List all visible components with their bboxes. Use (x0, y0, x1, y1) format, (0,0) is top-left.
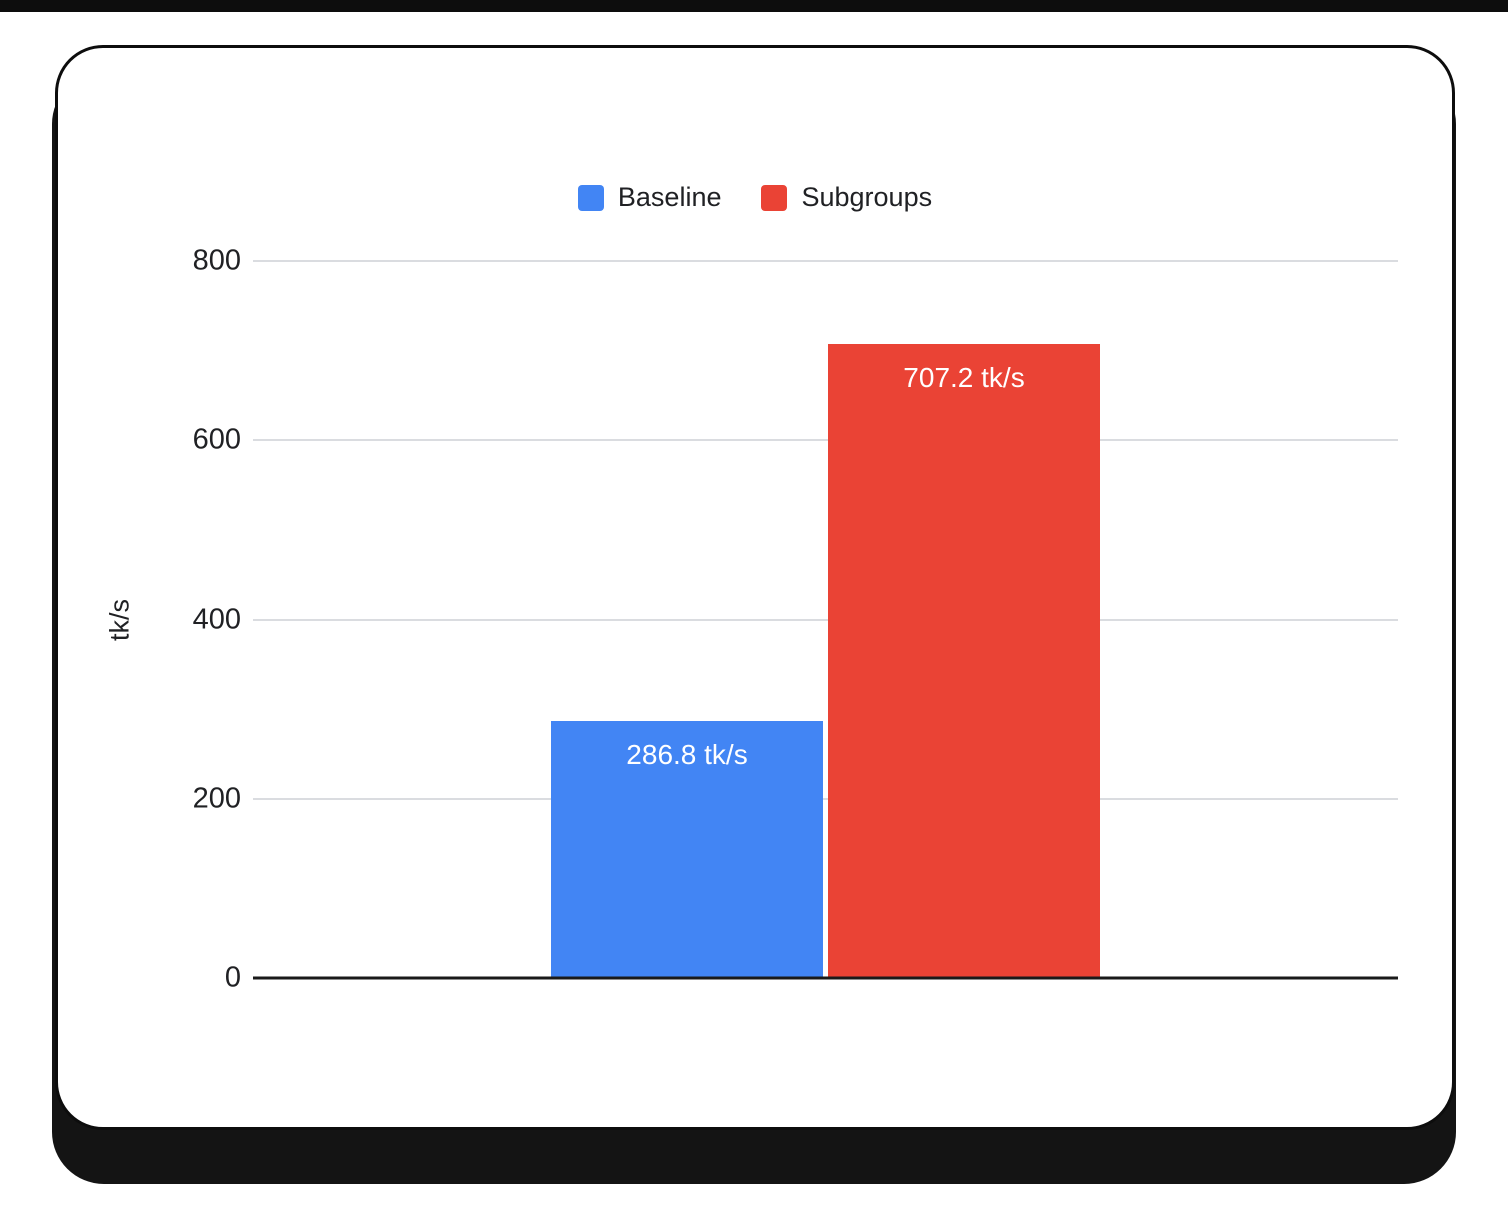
gridline (253, 439, 1398, 442)
legend-item-subgroups: Subgroups (761, 182, 932, 213)
y-tick-label: 600 (192, 423, 241, 456)
bar-value-label-baseline: 286.8 tk/s (626, 738, 748, 770)
gridlines (253, 260, 1398, 980)
gridline (253, 618, 1398, 621)
legend-label-baseline: Baseline (617, 182, 722, 212)
top-edge-bar (0, 0, 1508, 12)
baseline-swatch-icon (577, 184, 604, 211)
legend-label-subgroups: Subgroups (801, 182, 933, 212)
gridline (253, 797, 1398, 800)
gridline (253, 260, 1398, 262)
y-tick-labels: 0 200 400 600 800 (58, 246, 241, 992)
bar-baseline: 286.8 tk/s (551, 720, 823, 978)
chart-legend: Baseline Subgroups (58, 182, 1452, 213)
bar-value-label-subgroups: 707.2 tk/s (903, 362, 1025, 394)
legend-item-baseline: Baseline (577, 182, 722, 213)
y-tick-label: 800 (192, 244, 241, 277)
chart-card: Baseline Subgroups tk/s 0 200 400 600 800 28… (55, 45, 1455, 1130)
plot-area: 286.8 tk/s 707.2 tk/s (253, 260, 1398, 980)
x-axis-line (253, 976, 1398, 980)
y-tick-label: 0 (224, 961, 241, 994)
y-tick-label: 200 (192, 782, 241, 815)
bar-subgroups: 707.2 tk/s (828, 344, 1100, 978)
subgroups-swatch-icon (761, 184, 788, 211)
y-tick-label: 400 (192, 603, 241, 635)
